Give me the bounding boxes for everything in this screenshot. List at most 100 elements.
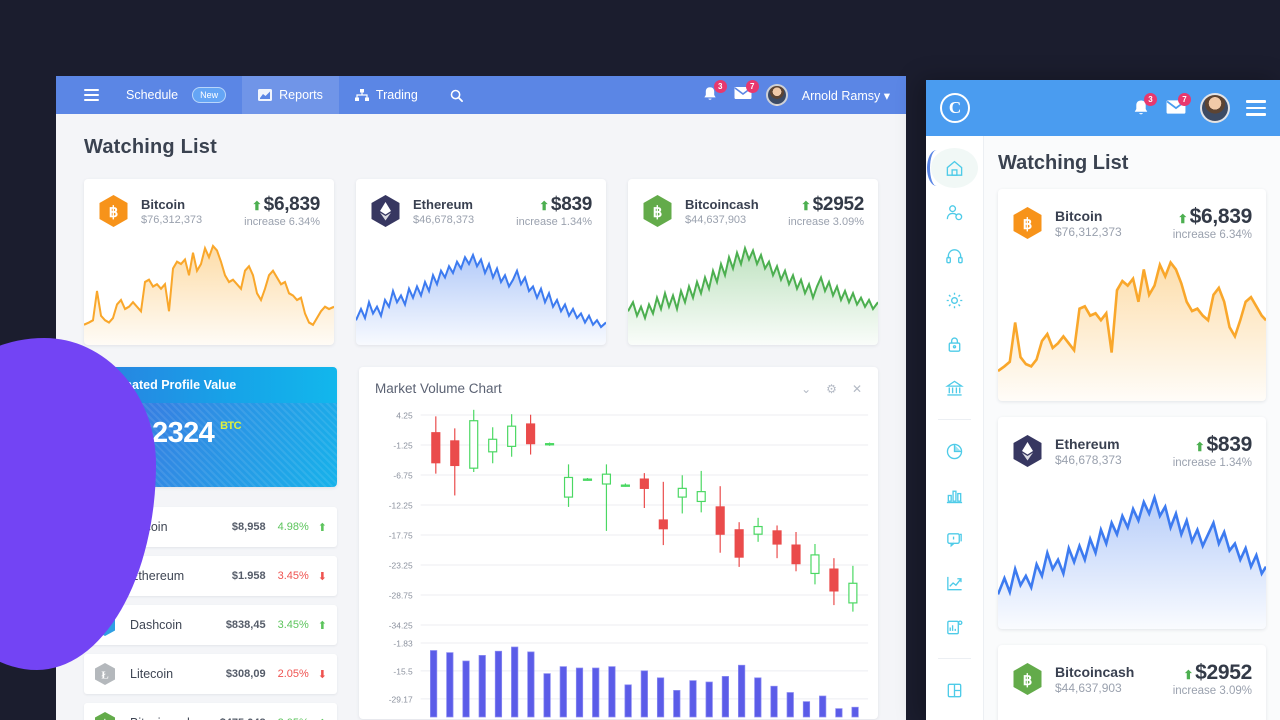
right-column: Market Volume Chart ⌄ ⚙ ✕ 4.25 -1.25 -6.75… bbox=[359, 367, 878, 720]
list-item-name: Litecoin bbox=[130, 667, 174, 681]
coin-market-cap: $46,678,373 bbox=[413, 213, 475, 226]
svg-text:฿: ฿ bbox=[102, 719, 109, 720]
nav-item-label: Reports bbox=[279, 88, 323, 102]
close-icon[interactable]: ✕ bbox=[851, 381, 862, 396]
sitemap-icon bbox=[354, 89, 369, 101]
svg-text:-34.25: -34.25 bbox=[389, 620, 413, 630]
coin-name: Bitcoin bbox=[1055, 207, 1103, 224]
chevron-down-icon: ▾ bbox=[883, 88, 890, 103]
coin-price: ⬆$6,839 bbox=[251, 194, 320, 215]
page-title: Watching List bbox=[84, 136, 217, 158]
arrow-up-icon: ⬆ bbox=[800, 199, 811, 213]
nav-item-schedule[interactable]: Schedule New bbox=[110, 76, 242, 114]
coin-card-bitcoincash[interactable]: ฿ Bitcoincash $44,637,903 ⬆$2952 increas… bbox=[998, 645, 1266, 720]
list-item[interactable]: Ł Litecoin $308,09 2.05% ⬇ bbox=[84, 654, 337, 694]
pie-chart-icon bbox=[946, 443, 963, 459]
coin-change: increase 6.34% bbox=[1172, 229, 1252, 241]
coin-price-block: ⬆$6,839 increase 6.34% bbox=[1172, 205, 1253, 241]
headset-icon bbox=[946, 248, 963, 263]
notifications-button[interactable]: 3 bbox=[702, 80, 727, 104]
sidebar-item-analytics[interactable] bbox=[926, 605, 983, 649]
ethereum-hex-icon bbox=[1012, 434, 1043, 468]
coin-card-meta: Ethereum $46,678,373 bbox=[413, 196, 474, 226]
candlestick-svg: 4.25 -1.25 -6.75 -12.25 -17.75 -23.25 -28.75 -3… bbox=[389, 409, 869, 718]
svg-text:-12.25: -12.25 bbox=[389, 500, 413, 510]
sidebar-item-pie-chart[interactable] bbox=[926, 429, 983, 473]
market-chart-tools: ⌄ ⚙ ✕ bbox=[801, 383, 862, 395]
list-item-value: $308,09 bbox=[225, 668, 266, 680]
arrow-up-icon: ⬆ bbox=[1177, 212, 1188, 226]
sidebar-item-settings[interactable] bbox=[926, 278, 983, 322]
mobile-main: Watching List ฿ Bitcoin $76,312,373 ⬆$6,… bbox=[984, 136, 1280, 720]
list-item[interactable]: Đ Dashcoin $838,45 3.45% ⬆ bbox=[84, 605, 337, 645]
svg-text:-28.75: -28.75 bbox=[389, 590, 413, 600]
sidebar-divider bbox=[938, 658, 971, 659]
sidebar-item-support[interactable] bbox=[926, 234, 983, 278]
coin-change: increase 3.09% bbox=[1172, 685, 1252, 697]
sidebar-divider bbox=[938, 419, 971, 420]
navbar-right-group: 3 7 Arnold Ramsy ▾ bbox=[702, 80, 906, 106]
settings-icon[interactable]: ⚙ bbox=[826, 381, 837, 396]
coin-card-ethereum[interactable]: Ethereum $46,678,373 ⬆$839 increase 1.34… bbox=[356, 179, 606, 345]
avatar[interactable] bbox=[1200, 93, 1230, 123]
sidebar-item-line-chart[interactable] bbox=[926, 561, 983, 605]
coin-change: increase 1.34% bbox=[1172, 457, 1252, 469]
list-item-name: Bitcoincash bbox=[130, 716, 194, 720]
user-name: Arnold Ramsy bbox=[801, 88, 881, 103]
coin-price: ⬆$6,839 bbox=[1177, 205, 1253, 228]
layout-grid-icon bbox=[947, 683, 962, 697]
svg-text:-6.75: -6.75 bbox=[393, 470, 413, 480]
coin-change: increase 3.09% bbox=[788, 216, 864, 228]
notifications-button[interactable]: 3 bbox=[1132, 93, 1157, 117]
market-chart-plot: 4.25 -1.25 -6.75 -12.25 -17.75 -23.25 -28.75 -3… bbox=[359, 407, 878, 719]
coin-price-block: ⬆$2952 increase 3.09% bbox=[1172, 661, 1253, 697]
sidebar-item-layout[interactable] bbox=[926, 668, 983, 712]
nav-item-reports[interactable]: Reports bbox=[242, 76, 339, 114]
arrow-down-icon: ⬇ bbox=[317, 668, 327, 681]
mobile-sidebar-rail bbox=[926, 136, 984, 720]
search-icon bbox=[450, 89, 463, 102]
coin-card-ethereum[interactable]: Ethereum $46,678,373 ⬆$839 increase 1.34… bbox=[998, 417, 1266, 629]
coin-market-cap: $46,678,373 bbox=[1055, 453, 1122, 468]
coin-card-header: Ethereum $46,678,373 ⬆$839 increase 1.34… bbox=[998, 417, 1266, 479]
chart-icon bbox=[258, 89, 273, 101]
svg-text:-29.17: -29.17 bbox=[389, 694, 413, 704]
sidebar-item-alerts[interactable] bbox=[926, 517, 983, 561]
collapse-icon[interactable]: ⌄ bbox=[801, 381, 812, 396]
nav-item-trading[interactable]: Trading bbox=[339, 76, 434, 114]
messages-button[interactable]: 7 bbox=[734, 80, 759, 104]
nav-search-button[interactable] bbox=[434, 76, 479, 114]
brand-logo[interactable]: C bbox=[940, 93, 970, 123]
coin-card-header: ฿ Bitcoin $76,312,373 ⬆$6,839 increase 6… bbox=[998, 189, 1266, 251]
coin-card-bitcoincash[interactable]: ฿ Bitcoincash $44,637,903 ⬆$2952 increas… bbox=[628, 179, 878, 345]
svg-text:฿: ฿ bbox=[1023, 217, 1033, 233]
list-item-pct: 2.05% bbox=[277, 668, 309, 680]
coin-card-meta: Bitcoin $76,312,373 bbox=[1055, 207, 1122, 240]
litecoin-hex-icon: Ł bbox=[95, 663, 115, 685]
list-item-value: $475.048 bbox=[220, 717, 266, 720]
coin-card-bitcoin[interactable]: ฿ Bitcoin $76,312,373 ⬆$6,839 increase 6… bbox=[998, 189, 1266, 401]
messages-button[interactable]: 7 bbox=[1166, 93, 1191, 117]
coin-card-header: ฿ Bitcoincash $44,637,903 ⬆$2952 increas… bbox=[998, 645, 1266, 707]
svg-text:-23.25: -23.25 bbox=[389, 560, 413, 570]
coin-card-meta: Bitcoin $76,312,373 bbox=[141, 196, 202, 226]
svg-text:4.25: 4.25 bbox=[396, 410, 413, 420]
line-chart-icon bbox=[947, 576, 962, 590]
coin-card-bitcoin[interactable]: ฿ Bitcoin $76,312,373 ⬆$6,839 increase 6… bbox=[84, 179, 334, 345]
avatar[interactable] bbox=[765, 84, 788, 106]
sidebar-item-home[interactable] bbox=[926, 146, 983, 190]
sidebar-item-bar-chart[interactable] bbox=[926, 473, 983, 517]
sidebar-item-bank[interactable] bbox=[926, 366, 983, 410]
coin-market-cap: $44,637,903 bbox=[685, 213, 747, 226]
mobile-window: C 3 7 bbox=[926, 80, 1280, 720]
coin-card-header: ฿ Bitcoin $76,312,373 ⬆$6,839 increase 6… bbox=[84, 179, 334, 237]
messages-count: 7 bbox=[1178, 93, 1191, 106]
hamburger-icon[interactable] bbox=[72, 89, 110, 101]
sidebar-item-security[interactable] bbox=[926, 322, 983, 366]
user-menu[interactable]: Arnold Ramsy ▾ bbox=[802, 88, 890, 103]
sidebar-item-user-settings[interactable] bbox=[926, 190, 983, 234]
bank-icon bbox=[945, 380, 964, 396]
svg-text:-15.5: -15.5 bbox=[393, 666, 413, 676]
hamburger-icon[interactable] bbox=[1246, 100, 1266, 116]
list-item[interactable]: ฿ Bitcoincash $475.048 2.05% ⬆ bbox=[84, 703, 337, 720]
